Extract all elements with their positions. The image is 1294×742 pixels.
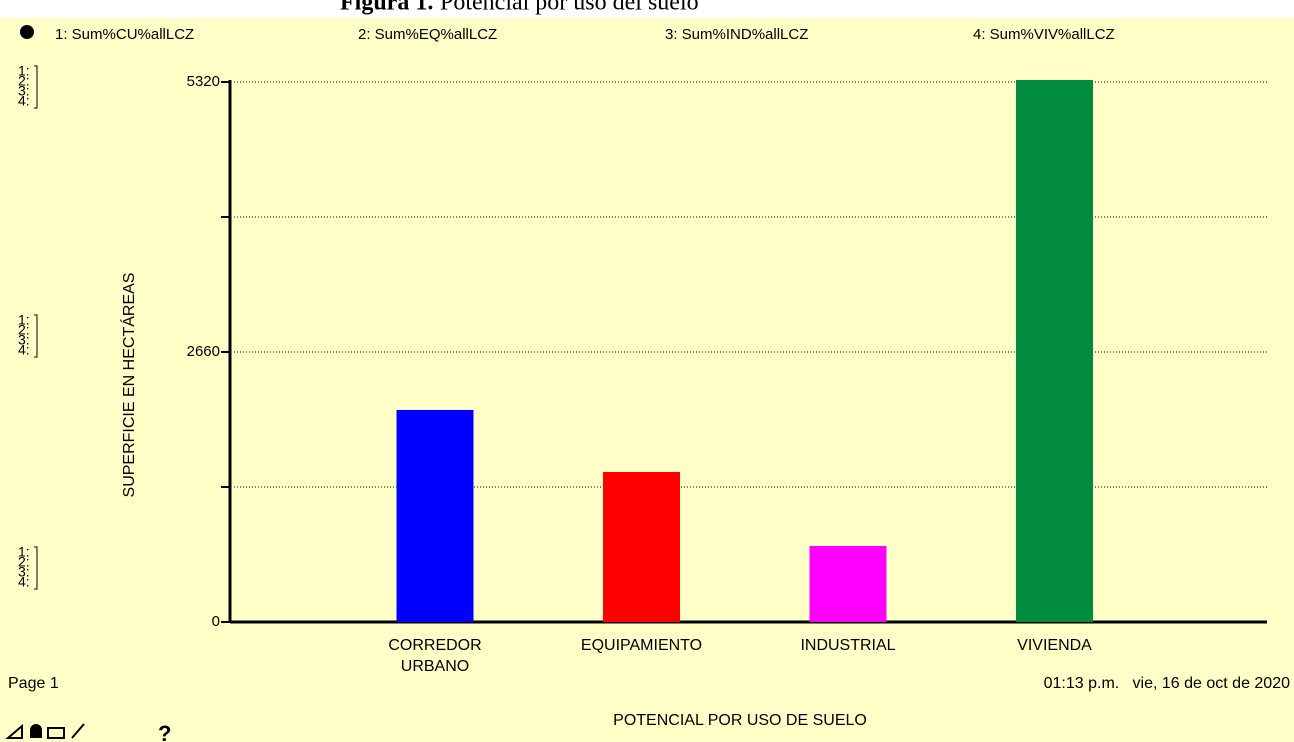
scale-marker: 2: [18, 73, 30, 89]
y-tick-label: 2660 [187, 343, 220, 360]
scale-marker: 2: [18, 554, 30, 570]
scale-bracket [34, 546, 38, 590]
wand-icon[interactable] [71, 723, 85, 739]
scale-marker: 4: [18, 93, 30, 109]
scale-marker: 3: [18, 83, 30, 99]
chart-title: Potencial por uso del suelo [440, 0, 699, 16]
scale-bracket [34, 314, 38, 358]
page-label: Page 1 [8, 675, 59, 692]
x-tick-label: CORREDOR URBANO [388, 637, 482, 675]
x-axis-label: POTENCIAL POR USO DE SUELO [613, 712, 867, 729]
bar [603, 471, 680, 622]
print-icon[interactable] [47, 727, 65, 739]
scale-marker: 1: [18, 544, 30, 560]
scale-marker: 1: [18, 312, 30, 328]
legend-entry: 4: Sum%VIV%allLCZ [973, 26, 1115, 43]
lock-icon[interactable] [30, 724, 42, 738]
x-tick-label: VIVIENDA [1017, 637, 1092, 654]
y-tick-label: 0 [212, 613, 220, 630]
title-strip [0, 0, 1294, 18]
scale-marker: 4: [18, 574, 30, 590]
toolbar [5, 723, 85, 739]
y-axis-label: SUPERFICIE EN HECTÁREAS [119, 273, 138, 498]
graph-icon[interactable] [20, 25, 34, 39]
legend-entry: 3: Sum%IND%allLCZ [665, 26, 808, 43]
timestamp: 01:13 p.m. vie, 16 de oct de 2020 [1044, 675, 1290, 692]
x-tick-label: EQUIPAMIENTO [580, 637, 703, 654]
help-icon[interactable]: ? [158, 721, 171, 742]
scale-marker: 3: [18, 332, 30, 348]
bar [1016, 79, 1093, 623]
bar [396, 409, 474, 622]
scale-marker: 3: [18, 564, 30, 580]
tool-icon[interactable] [5, 723, 23, 739]
scale-bracket [34, 65, 38, 109]
figure-label: Figura 1. [340, 0, 433, 16]
scale-marker: 1: [18, 63, 30, 79]
bar [809, 545, 887, 622]
scale-marker: 2: [18, 322, 30, 338]
scale-marker: 4: [18, 342, 30, 358]
x-tick-label: INDUSTRIAL [800, 637, 896, 654]
legend-entry: 1: Sum%CU%allLCZ [55, 26, 194, 43]
y-tick-label: 5320 [187, 73, 220, 90]
legend-entry: 2: Sum%EQ%allLCZ [358, 26, 497, 43]
